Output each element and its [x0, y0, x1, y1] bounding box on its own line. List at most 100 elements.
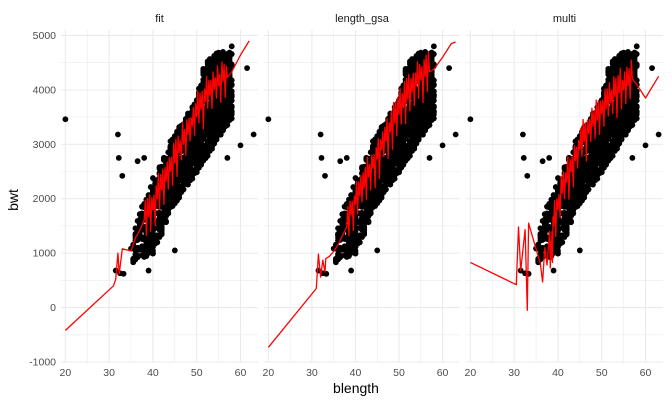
data-point	[561, 165, 568, 172]
data-point	[420, 110, 426, 117]
y-tick-label: 5000	[33, 30, 57, 42]
data-point	[583, 165, 590, 172]
data-point	[625, 51, 631, 58]
data-point	[317, 131, 324, 138]
data-point	[563, 231, 570, 238]
data-point	[174, 194, 180, 201]
data-point	[565, 156, 572, 163]
data-point	[318, 155, 325, 161]
data-point	[413, 105, 420, 111]
data-point	[352, 226, 359, 233]
data-point	[378, 186, 385, 192]
data-point	[618, 128, 625, 135]
data-point	[398, 145, 405, 152]
data-point	[367, 206, 374, 213]
data-point	[167, 196, 174, 203]
data-point	[631, 80, 638, 87]
data-point	[598, 169, 605, 176]
data-point	[539, 237, 546, 243]
data-point	[224, 101, 231, 108]
data-point	[359, 209, 365, 216]
data-point	[467, 116, 474, 123]
data-point	[134, 237, 141, 243]
data-point	[169, 184, 176, 191]
data-point	[202, 151, 209, 158]
data-point	[393, 147, 400, 153]
data-point	[430, 43, 437, 50]
data-point	[428, 111, 435, 118]
data-point	[196, 145, 202, 152]
data-point	[596, 147, 603, 153]
data-point	[525, 270, 532, 277]
x-tick-label: 50	[191, 367, 203, 379]
data-point	[622, 110, 629, 117]
data-point	[557, 219, 564, 226]
data-point	[150, 187, 156, 194]
data-point	[226, 116, 233, 122]
data-point	[228, 43, 235, 50]
data-point	[590, 169, 596, 176]
data-point	[226, 53, 233, 59]
data-point	[204, 64, 211, 70]
y-tick-label: -1000	[29, 357, 56, 369]
facet-label-fit: fit	[155, 13, 164, 25]
data-point	[609, 139, 616, 146]
data-point	[169, 136, 176, 143]
data-point	[337, 158, 344, 165]
data-point	[587, 140, 594, 147]
x-tick-label: 60	[640, 367, 652, 379]
data-point	[150, 175, 156, 181]
data-point	[524, 172, 531, 179]
data-point	[143, 245, 150, 252]
data-point	[352, 250, 359, 257]
data-point	[337, 254, 344, 261]
data-point	[369, 201, 376, 208]
y-tick-label: 2000	[33, 193, 57, 205]
data-point	[568, 201, 574, 208]
facet-label-multi: multi	[553, 13, 576, 25]
data-points	[62, 43, 257, 277]
data-point	[520, 155, 527, 161]
data-point	[217, 110, 224, 117]
data-point	[191, 160, 198, 167]
y-axis-title: bwt	[5, 189, 21, 211]
data-point	[171, 247, 178, 254]
data-point	[446, 65, 453, 71]
data-point	[383, 186, 389, 193]
data-point	[452, 131, 459, 138]
data-point	[224, 155, 231, 161]
data-point	[550, 267, 557, 274]
data-point	[655, 131, 662, 138]
x-tick-label: 40	[552, 367, 564, 379]
data-point	[563, 221, 570, 227]
data-point	[546, 223, 553, 230]
data-point	[596, 160, 603, 167]
data-point	[180, 121, 187, 128]
data-point	[139, 243, 145, 250]
data-point	[544, 218, 550, 225]
data-point	[618, 136, 625, 143]
data-point	[572, 196, 579, 203]
data-point	[629, 155, 636, 161]
data-point	[363, 156, 370, 163]
data-point	[561, 202, 568, 208]
data-point	[224, 58, 231, 65]
data-point	[198, 160, 204, 167]
data-point	[359, 202, 365, 208]
data-point	[393, 160, 400, 167]
data-point	[579, 180, 585, 186]
data-point	[322, 172, 328, 179]
data-point	[141, 155, 148, 161]
x-tick-label: 60	[437, 367, 449, 379]
data-point	[174, 180, 180, 186]
x-axis-title: blength	[333, 380, 379, 396]
data-point	[391, 152, 398, 158]
data-point	[361, 221, 368, 227]
y-tick-label: 0	[50, 302, 56, 314]
data-point	[396, 169, 402, 176]
data-point	[539, 228, 546, 235]
data-point	[143, 253, 150, 259]
data-point	[631, 116, 638, 122]
data-point	[430, 104, 437, 111]
